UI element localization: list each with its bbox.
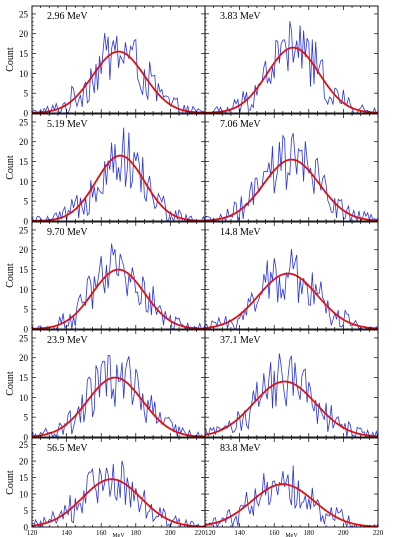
y-tick-label: 20 [19, 245, 29, 255]
y-tick-label: 10 [19, 69, 29, 79]
fit-curve [205, 272, 378, 329]
y-axis-label: Count [5, 47, 16, 72]
fit-curve [32, 50, 205, 113]
y-axis-label: Count [5, 263, 16, 288]
panel-frame [31, 329, 206, 438]
x-tick-label: 140 [61, 529, 72, 537]
y-tick-label: 10 [19, 177, 29, 187]
x-tick-label: 220 [373, 529, 384, 537]
y-tick-label: 5 [24, 89, 29, 99]
y-tick-label: 25 [19, 440, 29, 450]
y-tick-label: 0 [24, 325, 29, 335]
fit-curve [205, 46, 378, 113]
fit-curve [32, 154, 205, 221]
y-tick-label: 5 [24, 413, 29, 423]
y-tick-label: 0 [24, 523, 29, 533]
histogram-series [32, 127, 205, 221]
x-tick-label: 180 [304, 529, 315, 537]
x-tick-label: 160 [269, 529, 280, 537]
x-tick-label: 120 [205, 529, 216, 537]
panel-frame [204, 113, 379, 222]
y-tick-label: 5 [24, 506, 29, 516]
y-tick-label: 20 [19, 29, 29, 39]
histogram-series [32, 32, 205, 113]
y-tick-label: 5 [24, 305, 29, 315]
fit-curve [205, 483, 378, 527]
fit-curve [32, 376, 205, 437]
y-tick-label: 5 [24, 197, 29, 207]
panel-energy-label: 2.96 MeV [47, 11, 88, 22]
y-tick-label: 15 [19, 373, 29, 383]
x-tick-label: 140 [234, 529, 245, 537]
y-axis-label: Count [5, 470, 16, 495]
panel-energy-label: 7.06 MeV [220, 119, 261, 130]
histogram-series [205, 21, 378, 113]
histogram-series [205, 248, 378, 329]
histogram-series [32, 243, 205, 329]
y-tick-label: 0 [24, 109, 29, 119]
panel-energy-label: 56.5 MeV [47, 443, 88, 454]
y-tick-label: 10 [19, 393, 29, 403]
panel-4: 7.06 MeV [204, 113, 379, 222]
y-tick-label: 25 [19, 9, 29, 19]
y-tick-label: 25 [19, 117, 29, 127]
panel-frame [204, 221, 379, 330]
panel-frame [31, 5, 206, 114]
y-tick-label: 15 [19, 157, 29, 167]
panel-1: 0 5 10 15 20 25 Count 2.96 MeV [5, 5, 206, 119]
panel-3: 0 5 10 15 20 25 Count 5.19 MeV [5, 113, 206, 227]
y-tick-label: 20 [19, 137, 29, 147]
panel-7: 0 5 10 15 20 25 Count 23.9 MeV [5, 329, 206, 443]
y-tick-label: 15 [19, 265, 29, 275]
panel-8: 37.1 MeV [204, 329, 379, 438]
x-tick-label: 180 [131, 529, 142, 537]
fit-curve [32, 478, 205, 527]
panel-energy-label: 23.9 MeV [47, 335, 88, 346]
x-axis-label: MeV [285, 533, 298, 537]
x-tick-label: 120 [27, 529, 38, 537]
y-tick-label: 20 [19, 457, 29, 467]
panel-energy-label: 9.70 MeV [47, 227, 88, 238]
histogram-series [32, 354, 205, 437]
x-tick-label: 160 [96, 529, 107, 537]
fit-curve [205, 158, 378, 221]
y-tick-label: 10 [19, 490, 29, 500]
panel-9: 0 5 10 15 20 25 Count 56.5 MeV 120 140 160 180 200 22… [5, 437, 206, 537]
panel-energy-label: 5.19 MeV [47, 119, 88, 130]
histogram-series [205, 353, 378, 437]
y-tick-label: 20 [19, 353, 29, 363]
y-tick-label: 0 [24, 433, 29, 443]
panel-10: 83.8 MeV 120 140 160 180 200 220 MeV [204, 437, 384, 537]
panel-frame [204, 5, 379, 114]
histogram-series [205, 132, 378, 221]
panel-2: 3.83 MeV [204, 5, 379, 114]
panel-energy-label: 14.8 MeV [220, 227, 261, 238]
x-tick-label: 220 [195, 529, 206, 537]
panel-energy-label: 37.1 MeV [220, 335, 261, 346]
panel-6: 14.8 MeV [204, 221, 379, 330]
panel-5: 0 5 10 15 20 25 Count 9.70 MeV [5, 221, 206, 335]
fit-curve [32, 268, 205, 329]
y-tick-label: 25 [19, 333, 29, 343]
histogram-series [205, 465, 378, 527]
panel-energy-label: 83.8 MeV [220, 443, 261, 454]
x-axis-label: MeV [112, 533, 125, 537]
y-tick-label: 25 [19, 225, 29, 235]
fit-curve [205, 380, 378, 437]
y-axis-label: Count [5, 155, 16, 180]
x-tick-label: 200 [165, 529, 176, 537]
histogram-series [32, 460, 205, 527]
y-tick-label: 0 [24, 217, 29, 227]
panel-energy-label: 3.83 MeV [220, 11, 261, 22]
y-tick-label: 15 [19, 473, 29, 483]
x-tick-label: 200 [338, 529, 349, 537]
y-tick-label: 15 [19, 49, 29, 59]
y-tick-label: 10 [19, 285, 29, 295]
y-axis-label: Count [5, 371, 16, 396]
